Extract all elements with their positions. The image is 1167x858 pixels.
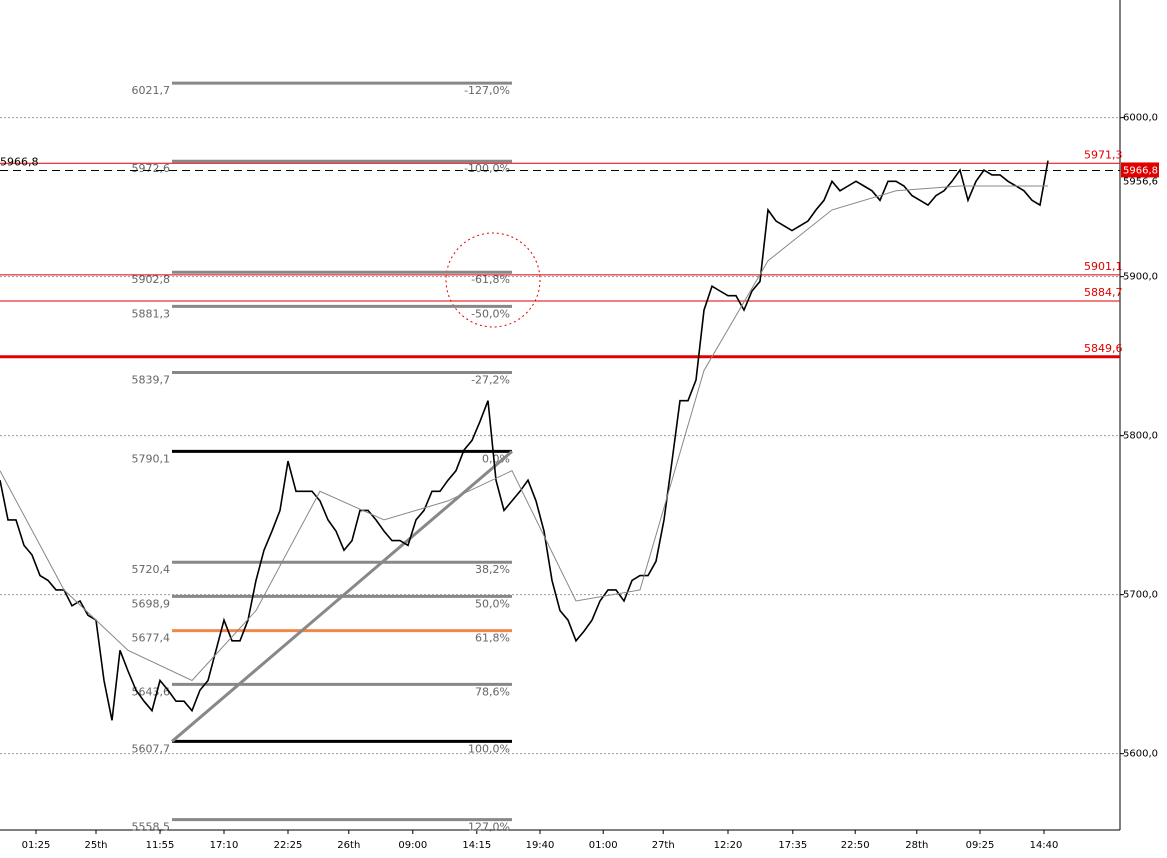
fib-percent-label: -50,0% <box>471 307 510 320</box>
current-price-label: 5966,8 <box>1123 165 1158 176</box>
y-tick-label: 5700,0 <box>1123 590 1158 601</box>
fib-percent-label: -127,0% <box>464 84 510 97</box>
fib-price-label: 6021,7 <box>132 84 171 97</box>
fib-trendline <box>171 450 513 743</box>
fib-price-label: 5902,8 <box>132 273 171 286</box>
current-price-left-label: 5966,8 <box>0 155 39 168</box>
fib-price-label: 5881,3 <box>132 307 171 320</box>
price-line <box>0 160 1049 721</box>
fib-price-label: 5558,5 <box>132 821 171 834</box>
fib-percent-label: 0,0% <box>482 452 510 465</box>
x-tick-label: 22:50 <box>841 840 870 851</box>
y-tick-label: 5800,0 <box>1123 431 1158 442</box>
y-tick-label: 5600,0 <box>1123 749 1158 760</box>
price-level-label: 5901,1 <box>1084 260 1123 273</box>
x-tick-label: 14:40 <box>1030 840 1059 851</box>
fib-percent-label: 100,0% <box>468 742 510 755</box>
x-tick-label: 01:25 <box>22 840 51 851</box>
x-tick-label: 01:00 <box>589 840 618 851</box>
price-level-label: 5971,3 <box>1084 148 1123 161</box>
x-tick-label: 27th <box>652 840 675 851</box>
x-tick-label: 28th <box>905 840 928 851</box>
price-line <box>0 185 1048 682</box>
x-tick-label: 17:35 <box>778 840 807 851</box>
price-level-label: 5884,7 <box>1084 286 1123 299</box>
x-tick-label: 09:00 <box>398 840 427 851</box>
x-tick-label: 11:55 <box>146 840 175 851</box>
current-price-sub-label: 5956,6 <box>1123 176 1158 187</box>
x-tick-label: 25th <box>85 840 108 851</box>
fib-percent-label: 38,2% <box>475 563 510 576</box>
fib-percent-label: -100,0% <box>464 162 510 175</box>
x-tick-label: 12:20 <box>714 840 743 851</box>
x-tick-label: 09:25 <box>966 840 995 851</box>
y-tick-label: 5900,0 <box>1123 272 1158 283</box>
fib-price-label: 5839,7 <box>132 374 171 387</box>
price-level-label: 5849,6 <box>1084 342 1123 355</box>
fib-price-label: 5720,4 <box>132 563 171 576</box>
fib-percent-label: -27,2% <box>471 374 510 387</box>
fib-price-label: 5790,1 <box>132 452 171 465</box>
fib-price-label: 5972,6 <box>132 162 171 175</box>
fib-price-label: 5677,4 <box>132 632 171 645</box>
fib-price-label: 5607,7 <box>132 742 171 755</box>
fib-percent-label: 50,0% <box>475 597 510 610</box>
x-tick-label: 22:25 <box>274 840 303 851</box>
fib-percent-label: 78,6% <box>475 685 510 698</box>
x-tick-label: 17:10 <box>210 840 239 851</box>
fib-price-label: 5698,9 <box>132 597 171 610</box>
fib-percent-label: -61,8% <box>471 273 510 286</box>
highlight-circle <box>445 232 541 328</box>
x-tick-label: 19:40 <box>526 840 555 851</box>
y-tick-label: 6000,0 <box>1123 113 1158 124</box>
current-price-box <box>1121 162 1159 178</box>
fib-percent-label: 61,8% <box>475 632 510 645</box>
x-tick-label: 14:15 <box>462 840 491 851</box>
x-tick-label: 26th <box>337 840 360 851</box>
fib-price-label: 5643,6 <box>132 685 171 698</box>
fib-percent-label: 127,0% <box>468 821 510 834</box>
